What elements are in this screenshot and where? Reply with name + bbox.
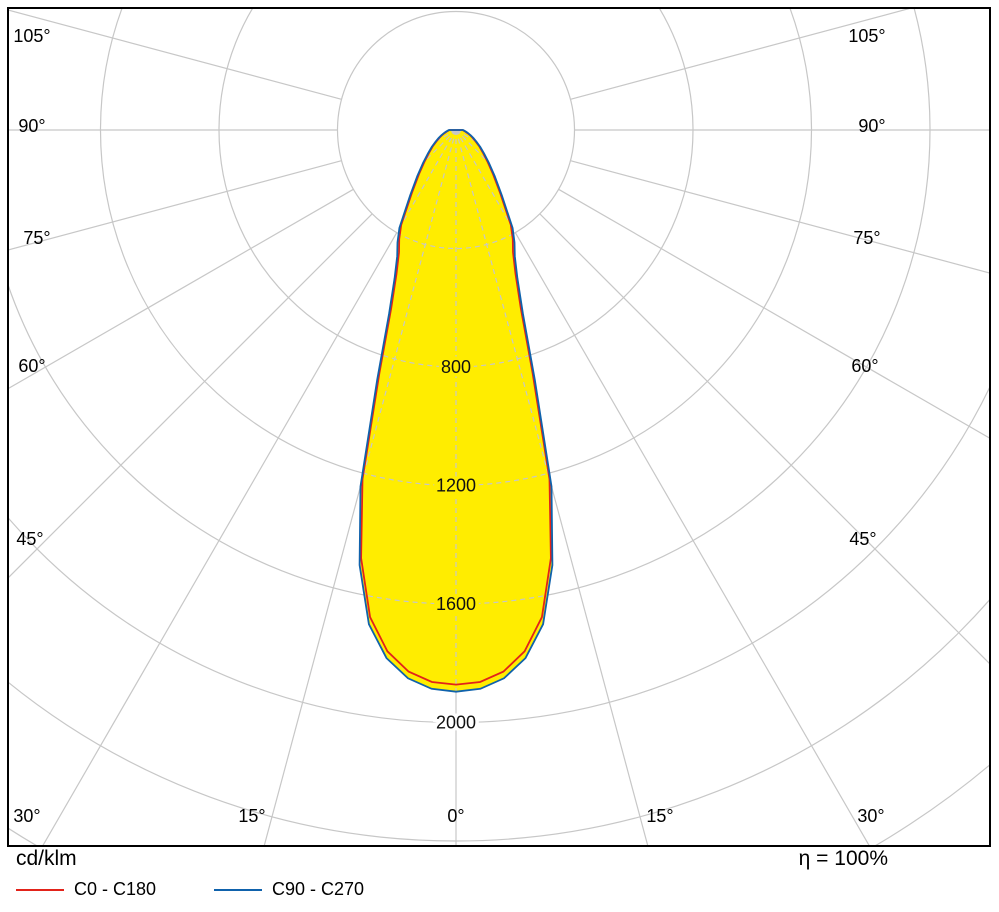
- svg-text:2000: 2000: [436, 713, 476, 733]
- svg-text:45°: 45°: [16, 529, 43, 549]
- ring-labels: 800 1200 1600 2000: [432, 354, 479, 737]
- svg-text:75°: 75°: [23, 228, 50, 248]
- svg-text:90°: 90°: [18, 116, 45, 136]
- svg-text:1600: 1600: [436, 594, 476, 614]
- curve-c90-c270: [358, 129, 554, 693]
- plot-border: [7, 7, 991, 847]
- svg-text:105°: 105°: [13, 26, 50, 46]
- svg-text:60°: 60°: [851, 356, 878, 376]
- legend: C0 - C180 C90 - C270: [0, 879, 999, 903]
- svg-text:15°: 15°: [238, 806, 265, 826]
- svg-text:105°: 105°: [848, 26, 885, 46]
- svg-text:30°: 30°: [857, 806, 884, 826]
- svg-text:0°: 0°: [447, 806, 464, 826]
- legend-line-c90-c270-icon: [214, 888, 262, 891]
- svg-text:45°: 45°: [849, 529, 876, 549]
- svg-text:30°: 30°: [13, 806, 40, 826]
- svg-text:75°: 75°: [853, 228, 880, 248]
- svg-text:90°: 90°: [858, 116, 885, 136]
- legend-item-c0-c180: C0 - C180: [16, 879, 156, 900]
- legend-label-c0-c180: C0 - C180: [74, 879, 157, 899]
- svg-text:15°: 15°: [646, 806, 673, 826]
- efficiency-label: η = 100%: [798, 847, 888, 870]
- svg-text:800: 800: [441, 357, 471, 377]
- legend-item-c90-c270: C90 - C270: [214, 879, 364, 900]
- units-label: cd/klm: [16, 847, 77, 870]
- angle-labels: 105° 90° 75° 60° 45° 105° 90° 75° 60° 45° 30° 15° 0°…: [13, 26, 885, 826]
- svg-text:60°: 60°: [18, 356, 45, 376]
- legend-line-c0-c180-icon: [16, 888, 64, 891]
- legend-label-c90-c270: C90 - C270: [272, 879, 365, 899]
- svg-text:1200: 1200: [436, 476, 476, 496]
